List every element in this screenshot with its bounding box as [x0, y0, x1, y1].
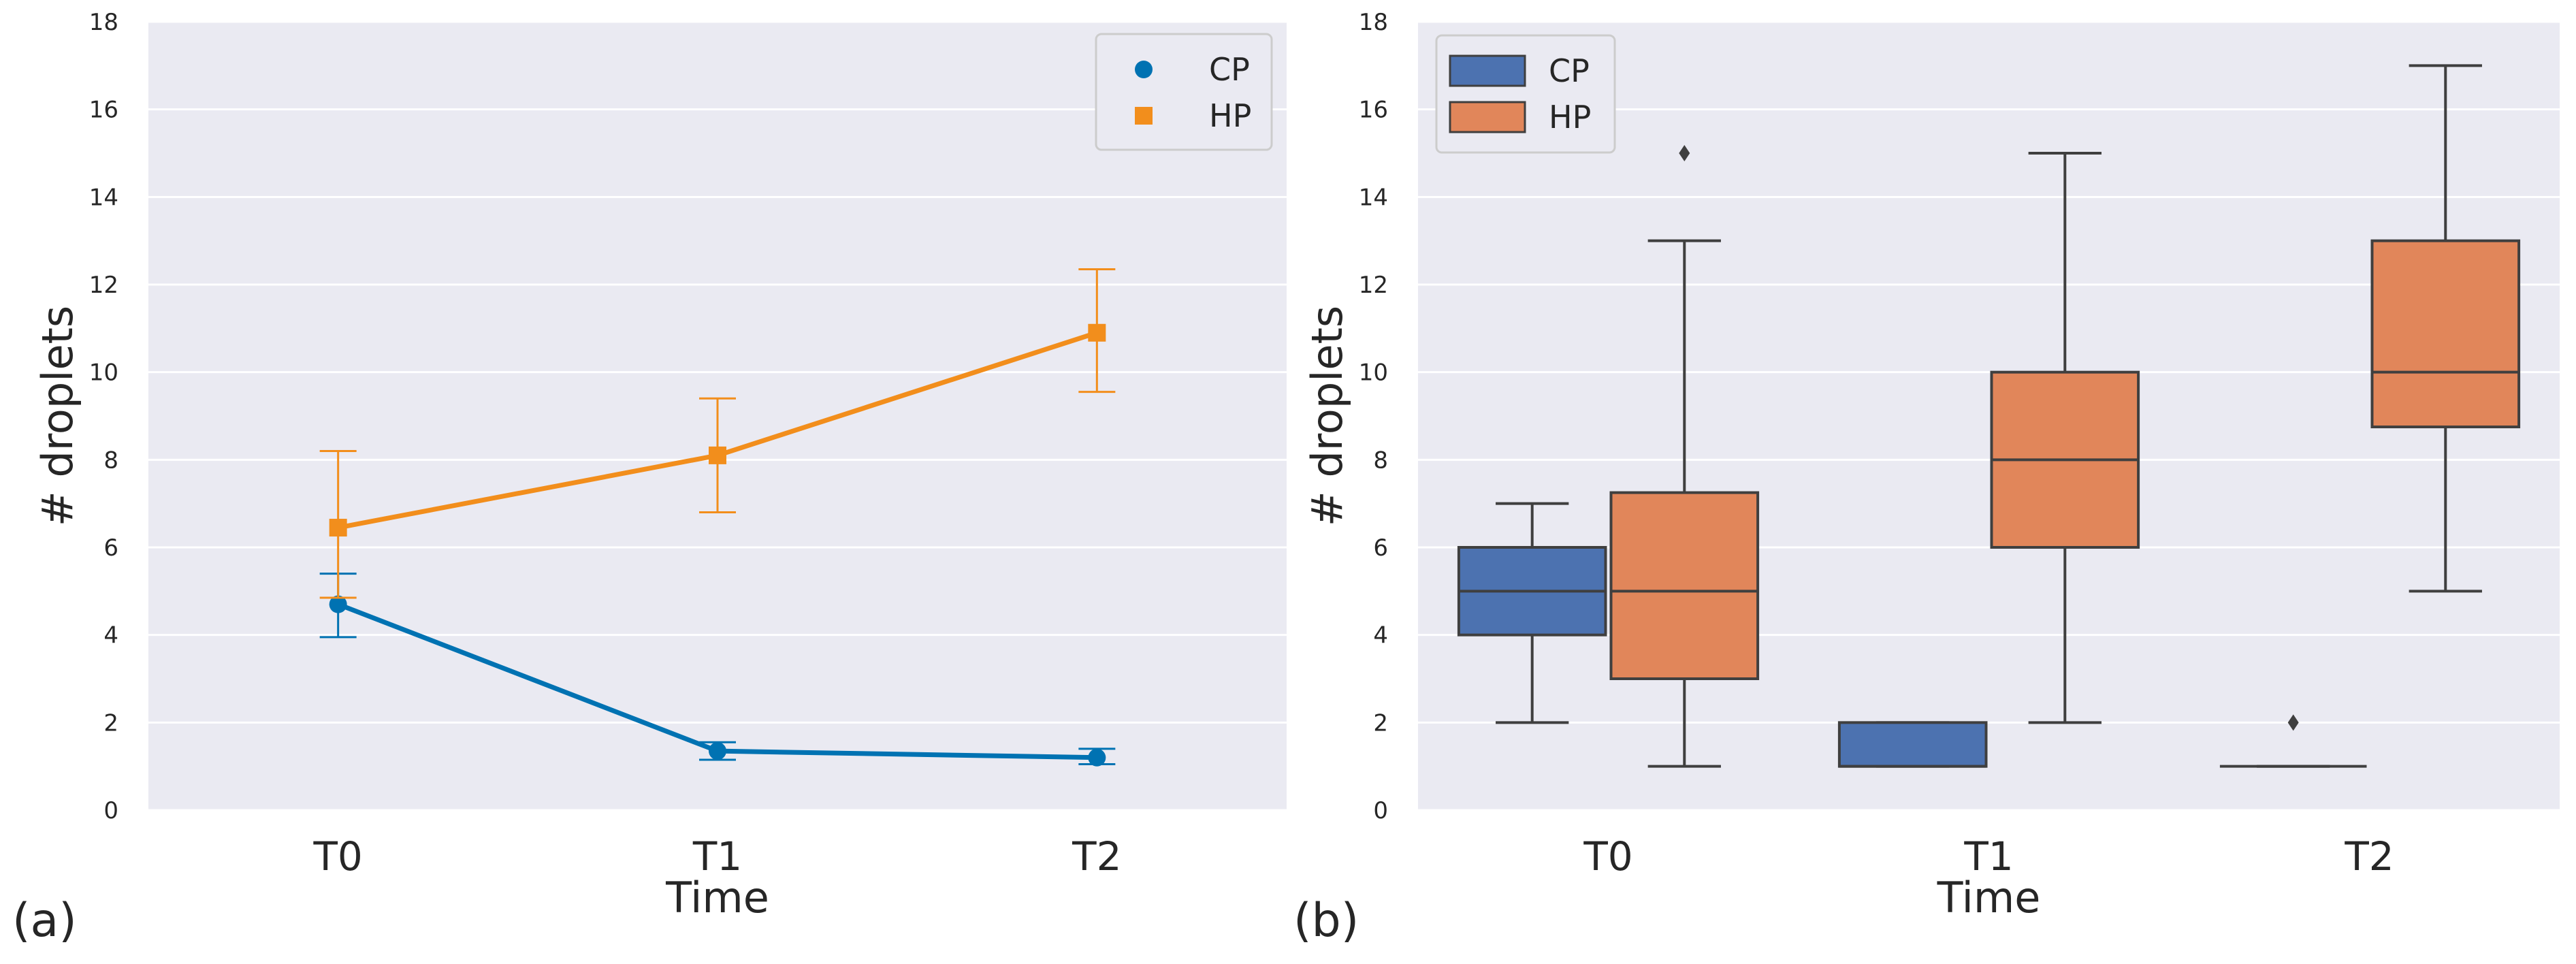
y-tick-label: 14 [1359, 184, 1388, 211]
y-tick-label: 18 [1359, 9, 1388, 36]
y-tick-label: 6 [103, 534, 118, 562]
legend-swatch-hp [1449, 101, 1526, 133]
y-tick-label: 0 [1373, 797, 1388, 824]
y-tick-label: 12 [89, 272, 118, 299]
x-axis-label: Time [665, 873, 769, 922]
data-point [1088, 323, 1106, 342]
panel-label-b: (b) [1293, 894, 1359, 948]
x-tick-label: T0 [1583, 833, 1632, 880]
legend-marker-cp [1135, 61, 1153, 78]
y-tick-label: 14 [89, 184, 118, 211]
y-tick-label: 16 [89, 97, 118, 124]
box [2370, 239, 2521, 429]
data-point [329, 519, 347, 537]
box [1837, 721, 1988, 768]
x-tick-label: T2 [2344, 833, 2394, 880]
legend-marker-hp [1135, 107, 1153, 125]
outlier-point [1679, 145, 1690, 161]
y-tick-label: 0 [103, 797, 118, 824]
y-tick-label: 2 [103, 709, 118, 737]
x-axis-label: Time [1937, 873, 2041, 922]
x-tick-label: T1 [1963, 833, 2013, 880]
y-axis-label: # droplets [1302, 306, 1352, 526]
legend-label-hp: HP [1549, 99, 1591, 135]
plot-panel-0: 0 2 4 6 8 10 12 14 16 18 T0 T1 T2 Time # droplets CP HP [33, 9, 1287, 922]
y-tick-label: 6 [1373, 534, 1388, 562]
legend-label-cp: CP [1549, 52, 1590, 89]
legend: CP HP [1435, 34, 1616, 154]
x-tick-label: T0 [312, 833, 362, 880]
y-tick-label: 4 [103, 622, 118, 649]
series-cp [1457, 502, 2367, 768]
series-hp [1609, 64, 2521, 768]
legend-swatch-cp [1449, 54, 1526, 87]
series-cp [319, 573, 1116, 767]
y-tick-label: 2 [1373, 709, 1388, 737]
y-tick-label: 4 [1373, 622, 1388, 649]
y-axis-label: # droplets [33, 306, 82, 526]
y-tick-label: 8 [1373, 447, 1388, 474]
series-hp [319, 268, 1116, 599]
x-tick-label: T2 [1072, 833, 1121, 880]
box [1609, 491, 1760, 680]
y-tick-label: 12 [1359, 272, 1388, 299]
y-tick-label: 16 [1359, 97, 1388, 124]
legend-label-hp: HP [1209, 97, 1251, 134]
data-point [1088, 748, 1106, 767]
y-tick-label: 10 [1359, 359, 1388, 387]
legend: CP HP [1095, 33, 1273, 151]
plot-panel-1: 0 2 4 6 8 10 12 14 16 18 T0 T1 T2 Time # droplets CP HP [1302, 9, 2560, 922]
y-tick-label: 10 [89, 359, 118, 387]
y-tick-label: 8 [103, 447, 118, 474]
data-point [709, 446, 726, 464]
legend-label-cp: CP [1209, 51, 1250, 88]
outlier-point [2287, 714, 2299, 731]
y-tick-label: 18 [89, 9, 118, 36]
data-point [329, 595, 347, 613]
data-point [709, 742, 726, 760]
panel-label-a: (a) [12, 894, 77, 948]
x-tick-label: T1 [692, 833, 742, 880]
